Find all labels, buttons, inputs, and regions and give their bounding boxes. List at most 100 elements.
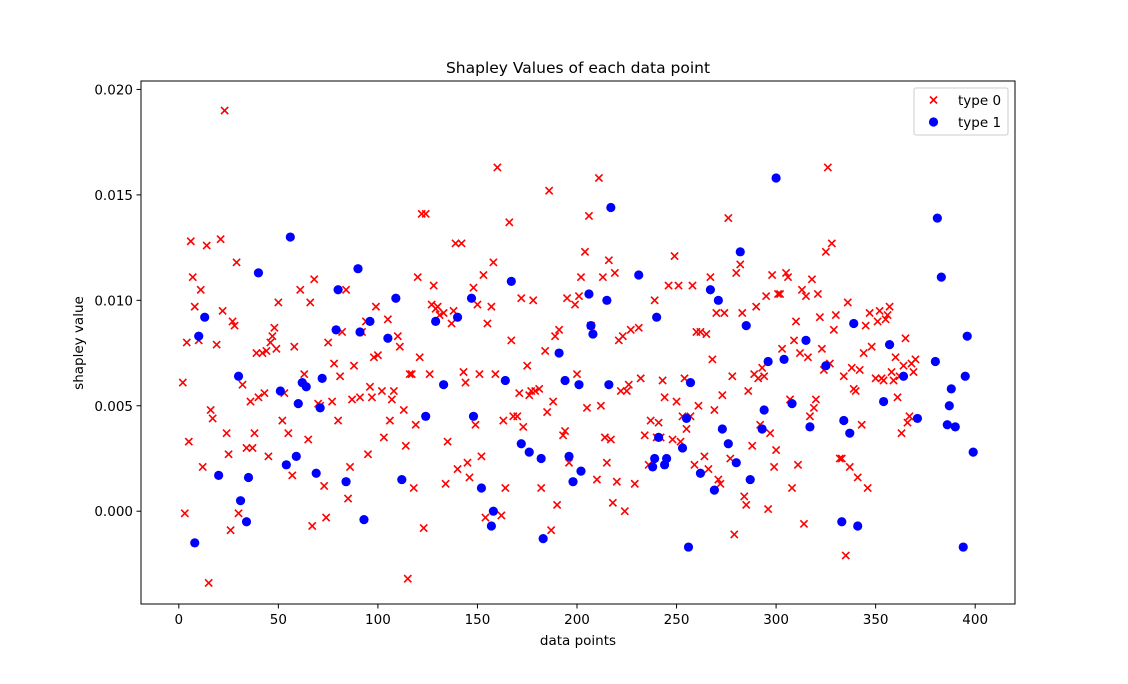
data-point-type-0 [909, 367, 918, 377]
data-point-type-0 [690, 460, 699, 469]
data-point-type-0 [507, 336, 516, 345]
data-point-type-1 [735, 247, 745, 257]
data-point-type-0 [212, 340, 221, 349]
data-point-type-0 [712, 308, 721, 318]
data-point-type-0 [748, 441, 757, 451]
data-point-type-0 [803, 353, 813, 362]
data-point-type-0 [889, 376, 898, 385]
data-point-type-0 [694, 401, 703, 410]
data-point-type-0 [335, 372, 345, 381]
data-point-type-1 [359, 515, 369, 525]
data-point-type-1 [771, 173, 781, 183]
data-point-type-1 [190, 538, 200, 548]
data-point-type-0 [752, 302, 761, 311]
data-point-type-1 [243, 472, 254, 483]
data-point-type-1 [586, 321, 596, 331]
data-point-type-1 [397, 474, 407, 485]
data-point-type-0 [797, 285, 807, 294]
data-point-type-0 [548, 397, 558, 406]
data-point-type-0 [206, 405, 215, 415]
data-point-type-0 [867, 342, 876, 351]
data-point-type-1 [648, 462, 658, 472]
data-point-type-1 [801, 335, 811, 345]
data-point-type-0 [612, 477, 621, 486]
data-point-type-1 [713, 295, 723, 305]
data-point-type-0 [535, 384, 544, 394]
data-point-type-0 [393, 332, 402, 341]
data-point-type-0 [911, 355, 920, 364]
data-point-type-0 [274, 298, 283, 307]
data-point-type-0 [443, 437, 452, 446]
data-point-type-0 [367, 393, 377, 402]
data-point-type-0 [658, 376, 667, 385]
data-point-type-1 [233, 371, 244, 381]
data-point-type-0 [620, 507, 629, 516]
data-point-type-0 [769, 462, 779, 472]
data-point-type-0 [576, 272, 586, 282]
data-point-type-1 [315, 403, 325, 413]
data-point-type-0 [290, 342, 299, 351]
data-point-type-0 [481, 513, 490, 522]
data-point-type-0 [505, 218, 514, 227]
data-point-type-0 [881, 315, 890, 324]
data-point-type-0 [744, 386, 753, 396]
data-point-type-1 [946, 384, 956, 394]
data-point-type-0 [650, 296, 659, 305]
data-point-type-1 [837, 517, 847, 527]
data-point-type-0 [401, 441, 410, 451]
data-point-type-0 [742, 500, 751, 510]
data-point-type-0 [696, 327, 705, 337]
data-point-type-0 [264, 452, 273, 461]
data-point-type-1 [311, 468, 321, 478]
data-point-type-0 [190, 302, 199, 311]
data-point-type-0 [857, 420, 866, 429]
data-point-type-0 [465, 473, 474, 482]
data-point-type-1 [879, 396, 889, 407]
data-point-type-0 [640, 431, 649, 440]
data-point-type-0 [272, 344, 281, 353]
data-point-type-0 [525, 391, 534, 400]
data-point-type-0 [887, 367, 896, 377]
x-tick-label: 350 [863, 612, 889, 628]
data-point-type-0 [738, 308, 747, 318]
x-tick-label: 200 [564, 612, 590, 628]
data-point-type-1 [355, 327, 365, 337]
data-point-type-1 [500, 375, 510, 386]
data-point-type-1 [365, 316, 375, 327]
data-point-type-0 [763, 504, 773, 514]
data-point-type-0 [740, 492, 749, 501]
data-point-type-0 [831, 310, 840, 320]
data-point-type-0 [459, 367, 468, 377]
data-point-type-0 [562, 294, 572, 303]
data-point-type-1 [745, 474, 755, 485]
data-point-type-0 [732, 268, 741, 278]
data-point-type-1 [333, 285, 343, 295]
data-point-type-1 [898, 371, 909, 381]
data-point-type-0 [304, 435, 313, 444]
data-point-type-0 [861, 321, 870, 330]
data-point-type-0 [246, 397, 255, 406]
data-point-type-0 [552, 500, 562, 510]
data-point-type-1 [476, 483, 487, 493]
data-point-type-0 [865, 308, 874, 318]
data-point-type-0 [714, 475, 723, 484]
data-point-type-0 [730, 530, 739, 539]
data-point-type-0 [761, 291, 771, 301]
data-point-type-0 [515, 388, 524, 398]
data-point-type-1 [584, 289, 594, 299]
data-point-type-0 [594, 173, 604, 183]
data-point-type-0 [791, 317, 801, 326]
data-point-type-1 [958, 542, 968, 552]
data-point-type-0 [827, 239, 837, 248]
data-point-type-0 [260, 388, 269, 398]
data-point-type-0 [419, 523, 428, 533]
data-point-type-0 [385, 416, 395, 425]
data-point-type-1 [538, 534, 548, 544]
y-tick-label: 0.000 [94, 504, 133, 520]
data-point-type-0 [879, 376, 888, 385]
data-point-type-1 [654, 432, 664, 442]
data-point-type-0 [433, 302, 442, 311]
data-point-type-0 [560, 426, 570, 436]
data-point-type-1 [301, 382, 311, 392]
data-point-type-0 [220, 106, 229, 115]
